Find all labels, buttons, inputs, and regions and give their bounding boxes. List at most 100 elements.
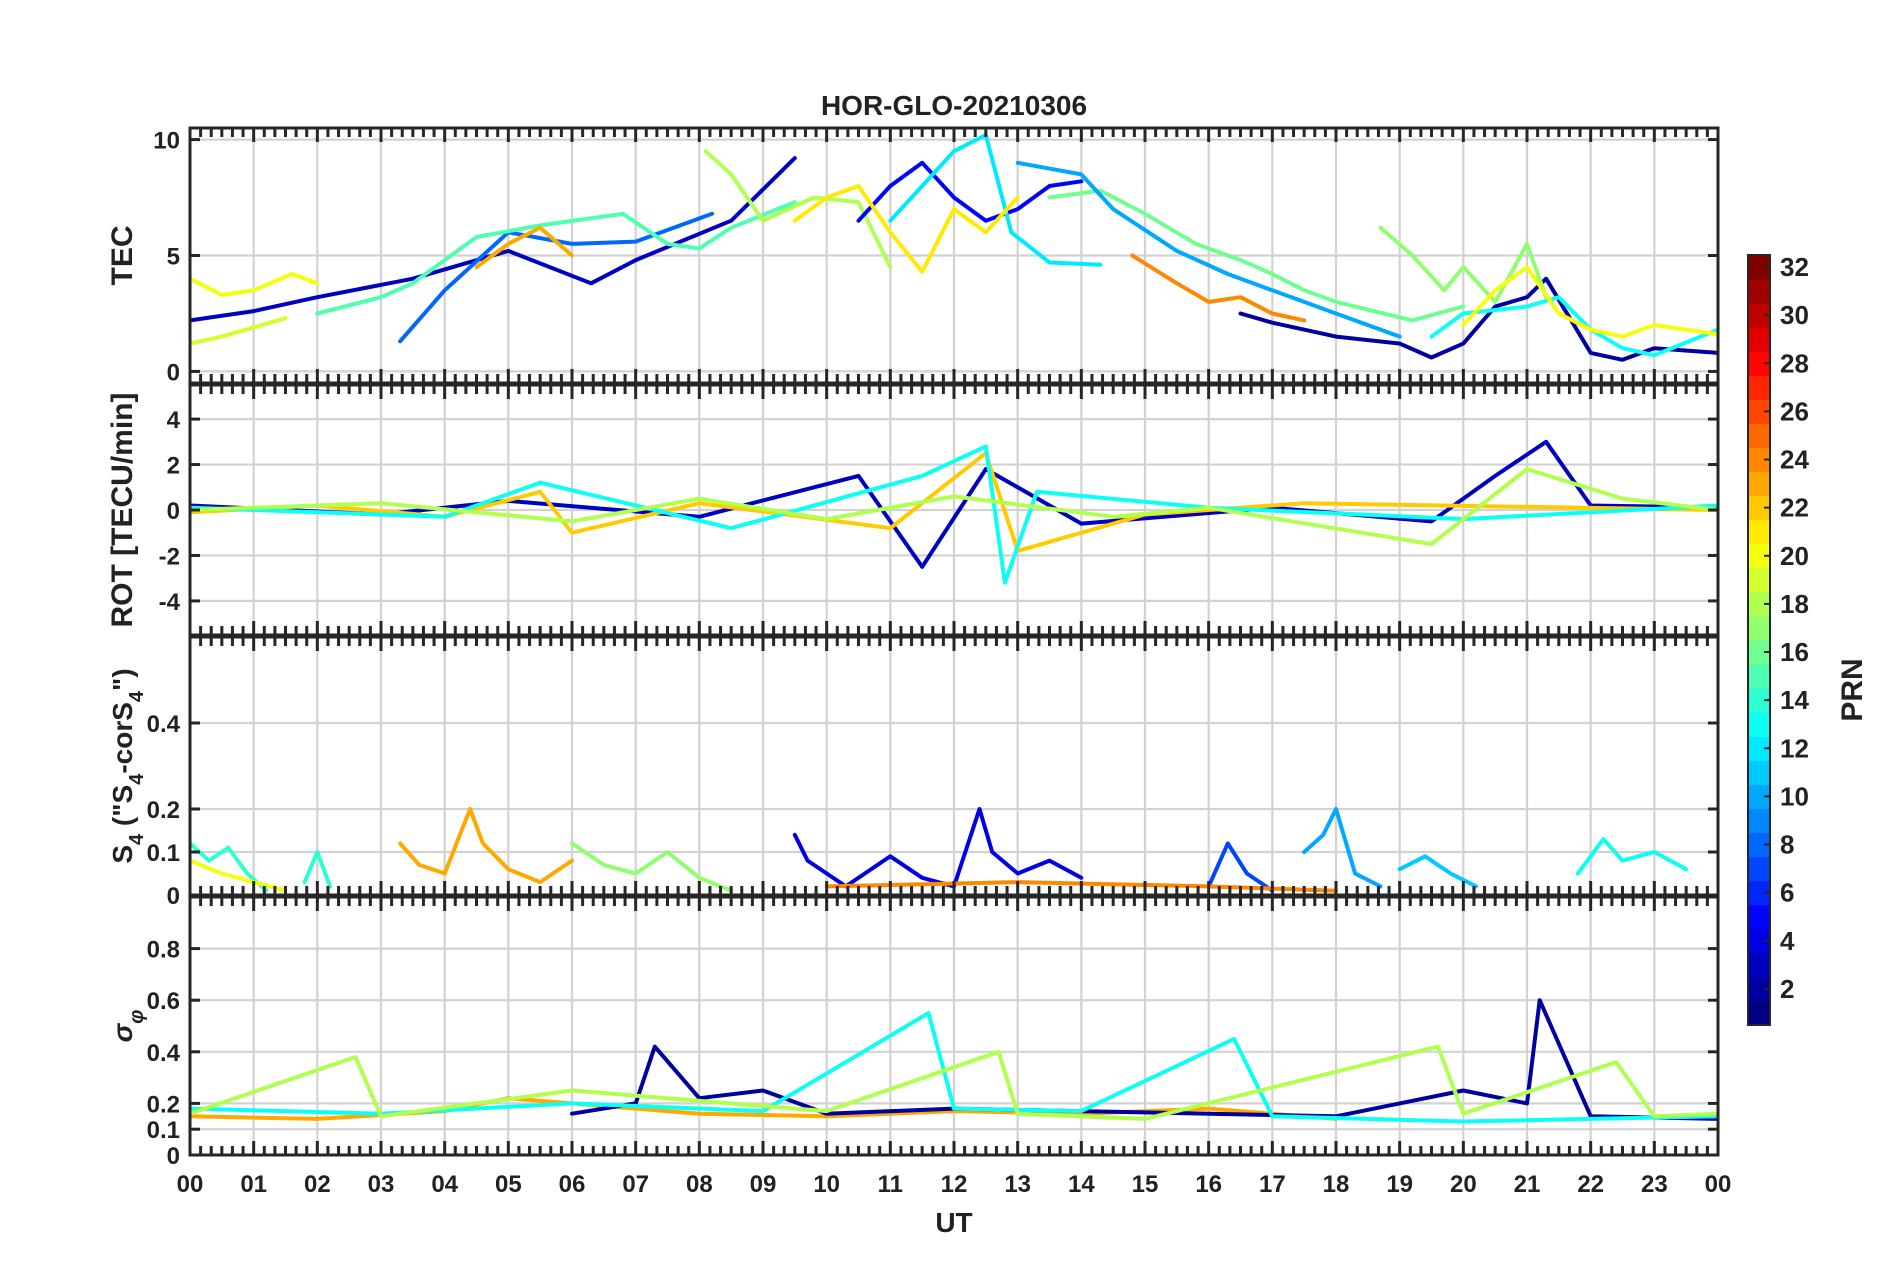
colorbar-bin-30 xyxy=(1748,303,1770,328)
series-line-prn-7 xyxy=(1206,841,1275,893)
colorbar-tick-label: 12 xyxy=(1780,733,1809,763)
colorbar-tick-label: 20 xyxy=(1780,541,1809,571)
colorbar-bin-3 xyxy=(1748,952,1770,978)
colorbar-bin-22 xyxy=(1748,495,1770,521)
y-tick-label: 0.2 xyxy=(147,797,180,824)
colorbar-tick-label: 30 xyxy=(1780,300,1809,330)
series-line-prn-20 xyxy=(190,858,288,893)
colorbar-bin-27 xyxy=(1748,375,1770,400)
colorbar-bin-12 xyxy=(1748,736,1770,761)
colorbar-bin-10 xyxy=(1748,784,1770,810)
series-line-prn-21 xyxy=(792,184,1020,274)
colorbar-bin-17 xyxy=(1748,615,1770,641)
colorbar-bin-7 xyxy=(1748,856,1770,882)
y-axis-label-tec: TEC xyxy=(106,226,139,286)
series-line-prn-14 xyxy=(190,841,269,893)
colorbar-tick-label: 10 xyxy=(1780,781,1809,811)
y-label-subscript: 4 xyxy=(126,773,148,785)
series-line-prn-13 xyxy=(190,444,1718,585)
colorbar-bin-11 xyxy=(1748,760,1770,785)
y-tick-label: 0.2 xyxy=(147,1091,180,1118)
colorbar-tick-label: 22 xyxy=(1780,493,1809,523)
x-tick-label: 14 xyxy=(1068,1171,1095,1198)
y-tick-label: 0.6 xyxy=(147,988,180,1015)
y-tick-label: 0 xyxy=(167,883,180,910)
y-tick-label: 0 xyxy=(167,1143,180,1170)
colorbar-bin-23 xyxy=(1748,471,1770,497)
series-line-prn-18 xyxy=(190,467,1718,547)
y-label-part: ") xyxy=(107,668,138,691)
y-label-part: -corS xyxy=(107,702,138,774)
series-group xyxy=(190,133,1718,362)
series-line-prn-11 xyxy=(1397,854,1479,889)
colorbar-bin-2 xyxy=(1748,976,1770,1002)
colorbar-tick-label: 8 xyxy=(1780,830,1794,860)
series-line-prn-18 xyxy=(190,1044,1718,1121)
x-tick-label: 00 xyxy=(177,1171,204,1198)
x-tick-label: 00 xyxy=(1705,1171,1732,1198)
y-tick-label: 0.8 xyxy=(147,937,180,964)
series-line-prn-10 xyxy=(1015,160,1402,339)
series-line-prn-20 xyxy=(1461,265,1718,339)
series-line-prn-8 xyxy=(398,211,715,344)
colorbar-bin-9 xyxy=(1748,808,1770,834)
series-line-prn-15 xyxy=(315,200,797,316)
colorbar-bin-18 xyxy=(1748,591,1770,617)
colorbar-tick-label: 26 xyxy=(1780,396,1809,426)
y-label-subscript: 4 xyxy=(126,833,148,845)
colorbar-tick-label: 24 xyxy=(1780,445,1809,475)
colorbar-bin-16 xyxy=(1748,640,1770,665)
colorbar-bin-31 xyxy=(1748,279,1770,304)
y-tick-label: 0.4 xyxy=(147,711,181,738)
y-axis-label-rot: ROT [TECU/min] xyxy=(106,393,139,628)
y-label-sigma: σ xyxy=(107,1022,138,1042)
x-tick-label: 15 xyxy=(1132,1171,1159,1198)
panel-rot: -4 -2 0 2 4 ROT [TECU/min] xyxy=(106,383,1720,637)
y-label-subscript: 4 xyxy=(126,690,148,702)
chart-title: HOR-GLO-20210306 xyxy=(821,90,1087,121)
colorbar-bin-29 xyxy=(1748,327,1770,352)
colorbar-bin-26 xyxy=(1748,399,1770,425)
x-tick-label: 01 xyxy=(240,1171,267,1198)
panel-tec: 0 5 10 TEC xyxy=(106,126,1720,386)
series-line-prn-24 xyxy=(1130,253,1307,323)
y-tick-label: 0.1 xyxy=(147,840,180,867)
x-tick-label: 18 xyxy=(1323,1171,1350,1198)
series-line-prn-14 xyxy=(302,850,333,889)
colorbar-bin-20 xyxy=(1748,543,1770,569)
colorbar-tick-label: 18 xyxy=(1780,589,1809,619)
colorbar-bin-19 xyxy=(1748,567,1770,593)
x-tick-label: 02 xyxy=(304,1171,331,1198)
x-tick-label: 17 xyxy=(1259,1171,1286,1198)
series-line-prn-17 xyxy=(570,841,734,893)
y-tick-label: 0.1 xyxy=(147,1117,180,1144)
x-tick-label: 13 xyxy=(1004,1171,1031,1198)
x-tick-label: 04 xyxy=(431,1171,458,1198)
colorbar-bin-8 xyxy=(1748,832,1770,858)
series-line-prn-13 xyxy=(1575,837,1689,876)
y-tick-label: -4 xyxy=(159,589,181,616)
y-tick-label: 2 xyxy=(167,453,180,480)
colorbar-tick-label: 16 xyxy=(1780,637,1809,667)
colorbar-tick-label: 4 xyxy=(1780,926,1795,956)
colorbar-bin-25 xyxy=(1748,423,1770,449)
colorbar-bin-4 xyxy=(1748,928,1770,954)
series-line-prn-17 xyxy=(1378,225,1549,304)
colorbar-frame xyxy=(1747,254,1771,1026)
x-tick-label: 16 xyxy=(1195,1171,1222,1198)
series-line-prn-2 xyxy=(570,998,1718,1121)
y-tick-label: 0 xyxy=(167,359,180,386)
series-line-prn-20 xyxy=(190,272,320,297)
y-tick-label: 4 xyxy=(167,407,181,434)
series-line-prn-16 xyxy=(1047,188,1466,323)
y-label-part: ("S xyxy=(107,785,138,834)
series-line-prn-19 xyxy=(190,316,288,346)
series-line-prn-2 xyxy=(1238,276,1718,362)
x-tick-label: 10 xyxy=(813,1171,840,1198)
colorbar-tick-label: 2 xyxy=(1780,974,1794,1004)
series-group xyxy=(190,439,1718,585)
y-tick-label: -2 xyxy=(159,543,180,570)
x-axis-label: UT xyxy=(935,1207,972,1238)
y-axis-label-sigma: σφ xyxy=(107,1010,148,1043)
x-tick-label: 23 xyxy=(1641,1171,1668,1198)
